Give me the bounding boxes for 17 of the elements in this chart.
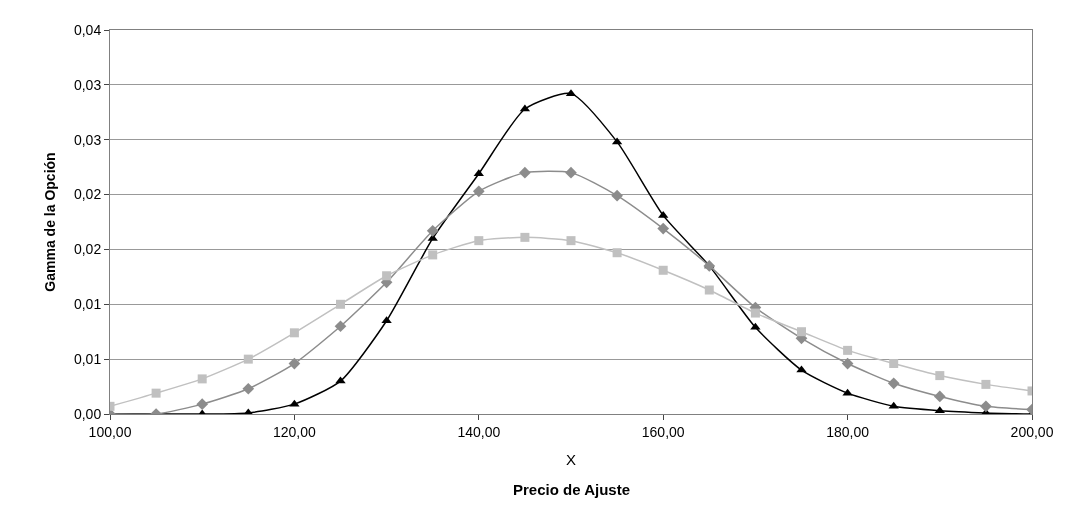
y-tick-label: 0,01 (73, 351, 102, 368)
y-tick-label: 0,00 (73, 405, 102, 422)
x-tick-label: 120,00 (272, 423, 317, 440)
y-axis-title: Gamma de la Opción (41, 152, 58, 292)
y-tick-label: 0,03 (73, 131, 102, 148)
x-tick-label: 180,00 (826, 423, 870, 440)
y-tick-label: 0,02 (73, 186, 102, 203)
x-axis-title: X (565, 450, 577, 468)
x-tick-label: 200,00 (1010, 423, 1054, 440)
x-tick-label: 140,00 (457, 423, 501, 440)
y-tick-label: 0,04 (73, 21, 102, 38)
y-tick-label: 0,02 (73, 241, 102, 258)
x-tick-label: 160,00 (641, 423, 685, 440)
y-tick-label: 0,01 (73, 296, 102, 313)
text: Precio de Ajuste (513, 481, 630, 498)
y-tick-label: 0,03 (73, 76, 102, 93)
x-tick-label: 100,00 (88, 423, 132, 440)
